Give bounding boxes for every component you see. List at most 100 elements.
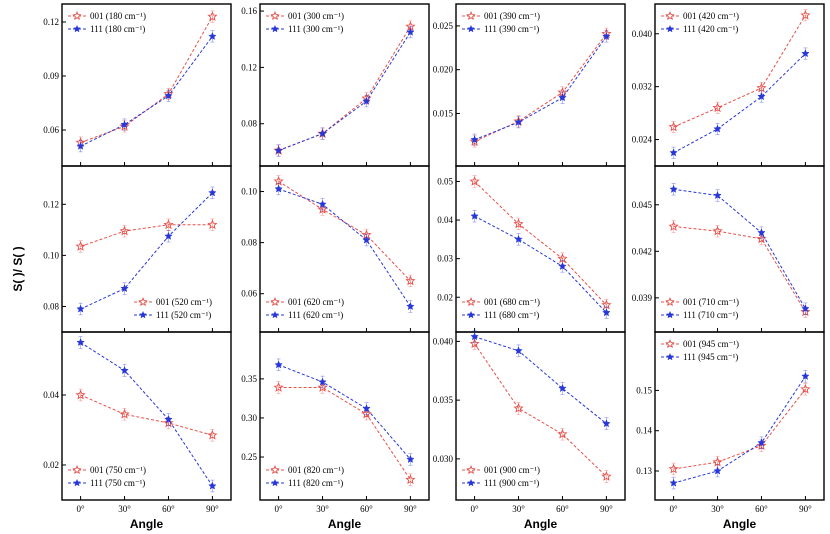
marker-star-filled	[669, 184, 678, 193]
marker-star-open	[119, 408, 130, 419]
marker-star-filled	[801, 49, 810, 58]
series-line-111	[673, 188, 806, 309]
legend-marker	[466, 11, 476, 21]
legend-label: 001 (750 cm⁻¹)	[90, 465, 146, 475]
y-tick-label: 0.12	[43, 17, 59, 27]
marker-star-open	[712, 225, 723, 236]
marker-star-open	[712, 456, 723, 467]
marker-star-filled	[76, 304, 85, 313]
y-tick-label: 0.04	[437, 215, 453, 225]
marker-star-open	[405, 474, 416, 485]
y-tick-label: 0.035	[433, 395, 454, 405]
marker-star-open	[405, 275, 416, 286]
y-tick-label: 0.040	[433, 336, 454, 346]
x-tick-label: 90°	[799, 504, 812, 514]
marker-star-open	[469, 338, 480, 349]
marker-star-filled	[406, 454, 415, 463]
legend-label: 111 (680 cm⁻¹)	[484, 310, 539, 320]
panel-10: 0.25 0.30 0.35 0° 30° 60° 90° Angle 001 (820 cm⁻…	[241, 331, 430, 531]
legend-label: 001 (900 cm⁻¹)	[484, 465, 540, 475]
marker-star-filled	[318, 377, 327, 386]
marker-star-open	[469, 176, 480, 186]
marker-star-filled	[470, 135, 479, 144]
x-tick-label: 60°	[556, 504, 569, 514]
x-tick-label: 90°	[206, 504, 219, 514]
marker-star-filled	[208, 481, 217, 490]
series-line-001	[80, 224, 213, 247]
panel-frame	[61, 165, 232, 333]
series-line-111	[80, 342, 213, 487]
series-line-001	[673, 226, 806, 313]
y-tick-label: 0.08	[241, 119, 257, 129]
series-line-001	[474, 181, 607, 306]
panel-frame	[654, 165, 825, 333]
legend-label: 111 (520 cm⁻¹)	[156, 310, 211, 320]
legend-label: 001 (520 cm⁻¹)	[156, 297, 212, 307]
x-tick-label: 30°	[512, 504, 525, 514]
marker-star-filled	[470, 332, 479, 341]
series-line-111	[278, 31, 411, 151]
x-axis-title: Angle	[328, 517, 362, 531]
marker-star-open	[317, 204, 328, 214]
legend-marker	[466, 297, 476, 307]
marker-star-filled	[602, 31, 611, 40]
series-line-111	[278, 188, 411, 307]
legend-label: 111 (820 cm⁻¹)	[288, 478, 343, 488]
panel-5: 0.08 0.10 0.12 001 (520 cm⁻¹) 111 (520 cm⁻¹)	[43, 165, 232, 333]
series-line-001	[278, 386, 411, 480]
y-tick-label: 0.13	[636, 466, 652, 476]
legend-label: 111 (710 cm⁻¹)	[683, 310, 738, 320]
marker-star-filled	[164, 91, 173, 100]
panel-4: 0.024 0.032 0.040 001 (420 cm⁻¹) 111 (420 cm…	[632, 3, 825, 167]
legend-label: 111 (180 cm⁻¹)	[90, 24, 145, 34]
marker-star-filled	[164, 415, 173, 424]
marker-star-filled	[514, 117, 523, 126]
panel-9: 0.02 0.04 0° 30° 60° 90° Angle 001 (750 cm⁻¹) 11…	[43, 331, 232, 531]
y-tick-label: 0.02	[437, 292, 453, 302]
marker-star-open	[800, 9, 811, 20]
legend-marker	[271, 478, 279, 487]
series-line-111	[80, 36, 213, 147]
y-tick-label: 0.08	[43, 301, 59, 311]
legend-marker	[467, 310, 475, 319]
y-tick-label: 0.040	[632, 29, 653, 39]
panel-frame	[455, 331, 626, 501]
marker-star-open	[75, 389, 86, 400]
marker-star-filled	[208, 188, 217, 197]
panel-8: 0.039 0.042 0.045 001 (710 cm⁻¹) 111 (710 cm…	[632, 165, 825, 333]
legend-label: 001 (180 cm⁻¹)	[90, 11, 146, 21]
legend-marker	[666, 310, 674, 319]
legend-label: 111 (420 cm⁻¹)	[683, 24, 738, 34]
marker-star-filled	[120, 284, 129, 293]
marker-star-filled	[558, 261, 567, 270]
marker-star-filled	[602, 308, 611, 317]
series-line-001	[474, 33, 607, 142]
marker-star-filled	[713, 124, 722, 133]
marker-star-filled	[757, 438, 766, 447]
marker-star-filled	[713, 466, 722, 475]
series-line-001	[673, 14, 806, 128]
y-tick-label: 0.25	[241, 452, 257, 462]
marker-star-open	[207, 11, 218, 21]
x-tick-label: 0°	[471, 504, 480, 514]
marker-star-filled	[757, 228, 766, 237]
marker-star-open	[668, 221, 679, 231]
marker-star-filled	[318, 129, 327, 138]
panel-frame	[455, 3, 626, 167]
y-tick-label: 0.08	[241, 238, 257, 248]
marker-star-filled	[602, 419, 611, 428]
y-tick-label: 0.020	[433, 65, 454, 75]
legend-label: 001 (680 cm⁻¹)	[484, 297, 540, 307]
y-tick-label: 0.10	[241, 187, 257, 197]
y-tick-label: 0.12	[43, 199, 59, 209]
marker-star-open	[273, 382, 284, 392]
y-tick-label: 0.16	[241, 6, 257, 16]
marker-star-filled	[76, 338, 85, 347]
marker-star-filled	[757, 92, 766, 101]
series-line-111	[673, 53, 806, 154]
marker-star-filled	[120, 120, 129, 129]
y-tick-label: 0.09	[43, 71, 59, 81]
marker-star-filled	[801, 304, 810, 313]
marker-star-filled	[120, 366, 129, 375]
